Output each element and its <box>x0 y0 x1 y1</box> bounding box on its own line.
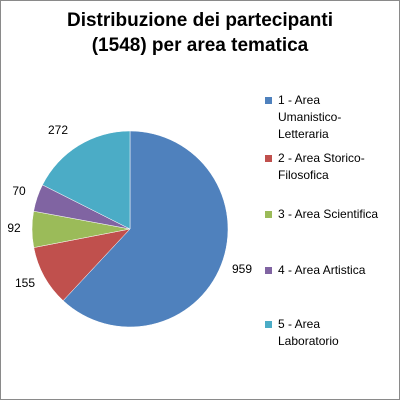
legend-swatch-2 <box>265 155 272 162</box>
legend-item-3: 3 - Area Scientifica <box>265 206 395 223</box>
chart-title-line-2: (1548) per area tematica <box>91 35 309 56</box>
legend-label-4: 4 - Area Artistica <box>278 262 395 279</box>
legend-label-5: 5 - Area Laboratorio <box>278 316 395 350</box>
pie-slice-5 <box>42 130 131 230</box>
legend-swatch-4 <box>265 267 272 274</box>
legend-swatch-5 <box>265 321 272 328</box>
legend-item-1: 1 - Area Umanistico- Letteraria <box>265 92 395 143</box>
chart-title: Distribuzione dei partecipanti (1548) pe… <box>0 8 400 58</box>
legend-swatch-3 <box>265 211 272 218</box>
legend-label-line: 3 - Area Scientifica <box>278 207 379 221</box>
data-label-3: 92 <box>7 221 21 235</box>
legend-item-2: 2 - Area Storico- Filosofica <box>265 150 395 184</box>
chart-title-line-1: Distribuzione dei partecipanti <box>66 10 334 31</box>
legend-label-3: 3 - Area Scientifica <box>278 206 395 223</box>
data-label-2: 155 <box>15 276 35 290</box>
legend-label-line: Laboratorio <box>278 334 339 348</box>
data-label-4: 70 <box>12 184 26 198</box>
legend-label-line: Filosofica <box>278 168 329 182</box>
legend-label-line: 4 - Area Artistica <box>278 263 366 277</box>
legend-label-line: 2 - Area Storico- <box>278 151 365 165</box>
legend-label-line: 1 - Area <box>278 93 321 107</box>
data-label-5: 272 <box>48 123 68 137</box>
legend-swatch-1 <box>265 97 272 104</box>
data-label-1: 959 <box>232 262 252 276</box>
legend-label-line: 5 - Area <box>278 317 321 331</box>
pie-slice-1 <box>62 130 229 328</box>
legend-label-1: 1 - Area Umanistico- Letteraria <box>278 92 395 143</box>
legend-label-line: Umanistico- <box>278 110 342 124</box>
legend-label-2: 2 - Area Storico- Filosofica <box>278 150 395 184</box>
legend-item-5: 5 - Area Laboratorio <box>265 316 395 350</box>
legend-label-line: Letteraria <box>278 127 329 141</box>
legend-item-4: 4 - Area Artistica <box>265 262 395 279</box>
